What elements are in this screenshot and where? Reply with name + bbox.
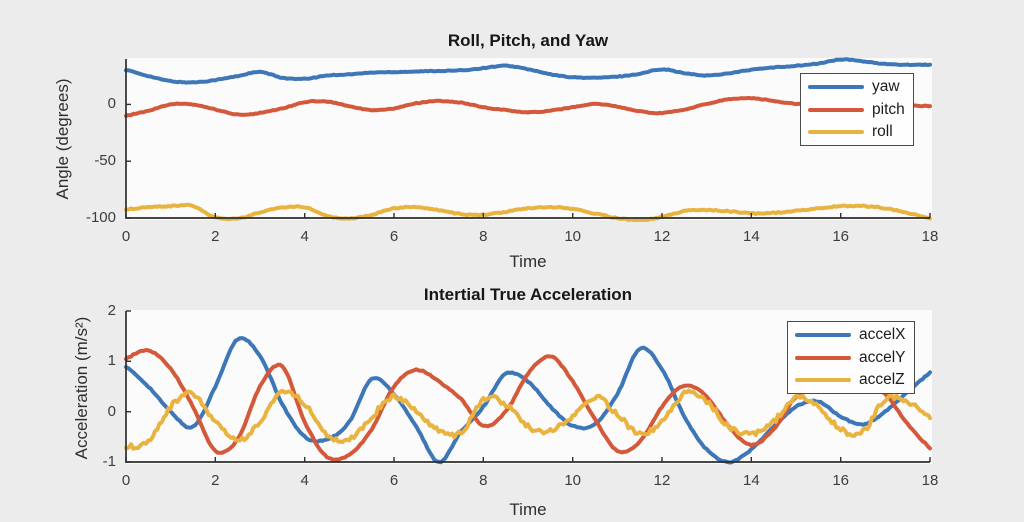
legend-entry-accelX: accelX xyxy=(788,326,914,344)
y-tick-label: -50 xyxy=(94,152,116,170)
x-tick-label: 14 xyxy=(742,472,760,489)
legend-entry-accelZ: accelZ xyxy=(788,371,914,389)
y-tick-label: 0 xyxy=(107,95,116,113)
x-tick-label: 8 xyxy=(479,228,488,245)
x-tick-label: 10 xyxy=(564,228,581,245)
legend-label: roll xyxy=(872,122,893,140)
legend-line-sample-yaw xyxy=(808,85,864,90)
y-tick-label: -1 xyxy=(102,453,116,470)
series-line-roll xyxy=(124,202,932,222)
x-tick-label: 0 xyxy=(121,228,131,245)
x-tick-label: 12 xyxy=(653,228,671,245)
legend-line-sample-accelX xyxy=(795,333,851,338)
legend-label: accelZ xyxy=(859,370,905,388)
x-tick-label: 16 xyxy=(832,472,849,489)
x-tick-label: 2 xyxy=(211,228,220,245)
y-tick-label: 0 xyxy=(107,402,116,420)
bottom-plot-legend: accelX accelY accelZ xyxy=(787,321,915,394)
top-plot-x-axis-label: Time xyxy=(509,252,547,271)
legend-line-sample-pitch xyxy=(808,107,864,112)
legend-entry-accelY: accelY xyxy=(788,349,914,367)
x-tick-label: 4 xyxy=(300,228,309,245)
x-tick-label: 2 xyxy=(211,472,220,489)
x-tick-label: 18 xyxy=(921,472,939,489)
y-tick-label: 2 xyxy=(107,302,116,319)
top-plot-title: Roll, Pitch, and Yaw xyxy=(447,31,609,50)
legend-entry-roll: roll xyxy=(801,123,913,141)
legend-entry-pitch: pitch xyxy=(801,101,913,119)
legend-label: yaw xyxy=(872,78,900,96)
legend-label: accelX xyxy=(859,326,906,344)
series-line-yaw xyxy=(124,57,932,85)
legend-line-sample-accelY xyxy=(795,355,851,360)
x-tick-label: 10 xyxy=(564,472,581,489)
x-tick-label: 0 xyxy=(121,472,131,489)
legend-label: pitch xyxy=(872,100,905,118)
top-plot-legend: yaw pitch roll xyxy=(800,73,914,146)
bottom-plot-x-axis-label: Time xyxy=(509,500,547,519)
series-line-pitch xyxy=(124,95,932,118)
x-tick-label: 14 xyxy=(742,228,760,245)
y-tick-label: 1 xyxy=(107,352,116,370)
bottom-plot-title: Intertial True Acceleration xyxy=(423,285,633,304)
series-line-accelX xyxy=(124,336,932,465)
x-tick-label: 12 xyxy=(653,472,671,489)
legend-line-sample-roll xyxy=(808,129,864,134)
legend-label: accelY xyxy=(859,348,906,366)
x-tick-label: 18 xyxy=(921,228,939,245)
series-line-accelZ xyxy=(124,388,932,451)
x-tick-label: 6 xyxy=(389,228,399,245)
legend-entry-yaw: yaw xyxy=(801,78,913,96)
x-tick-label: 4 xyxy=(300,472,309,489)
legend-line-sample-accelZ xyxy=(795,377,851,382)
x-tick-label: 16 xyxy=(832,228,849,245)
y-tick-label: -100 xyxy=(85,209,116,226)
x-tick-label: 6 xyxy=(389,472,399,489)
x-tick-label: 8 xyxy=(479,472,488,489)
